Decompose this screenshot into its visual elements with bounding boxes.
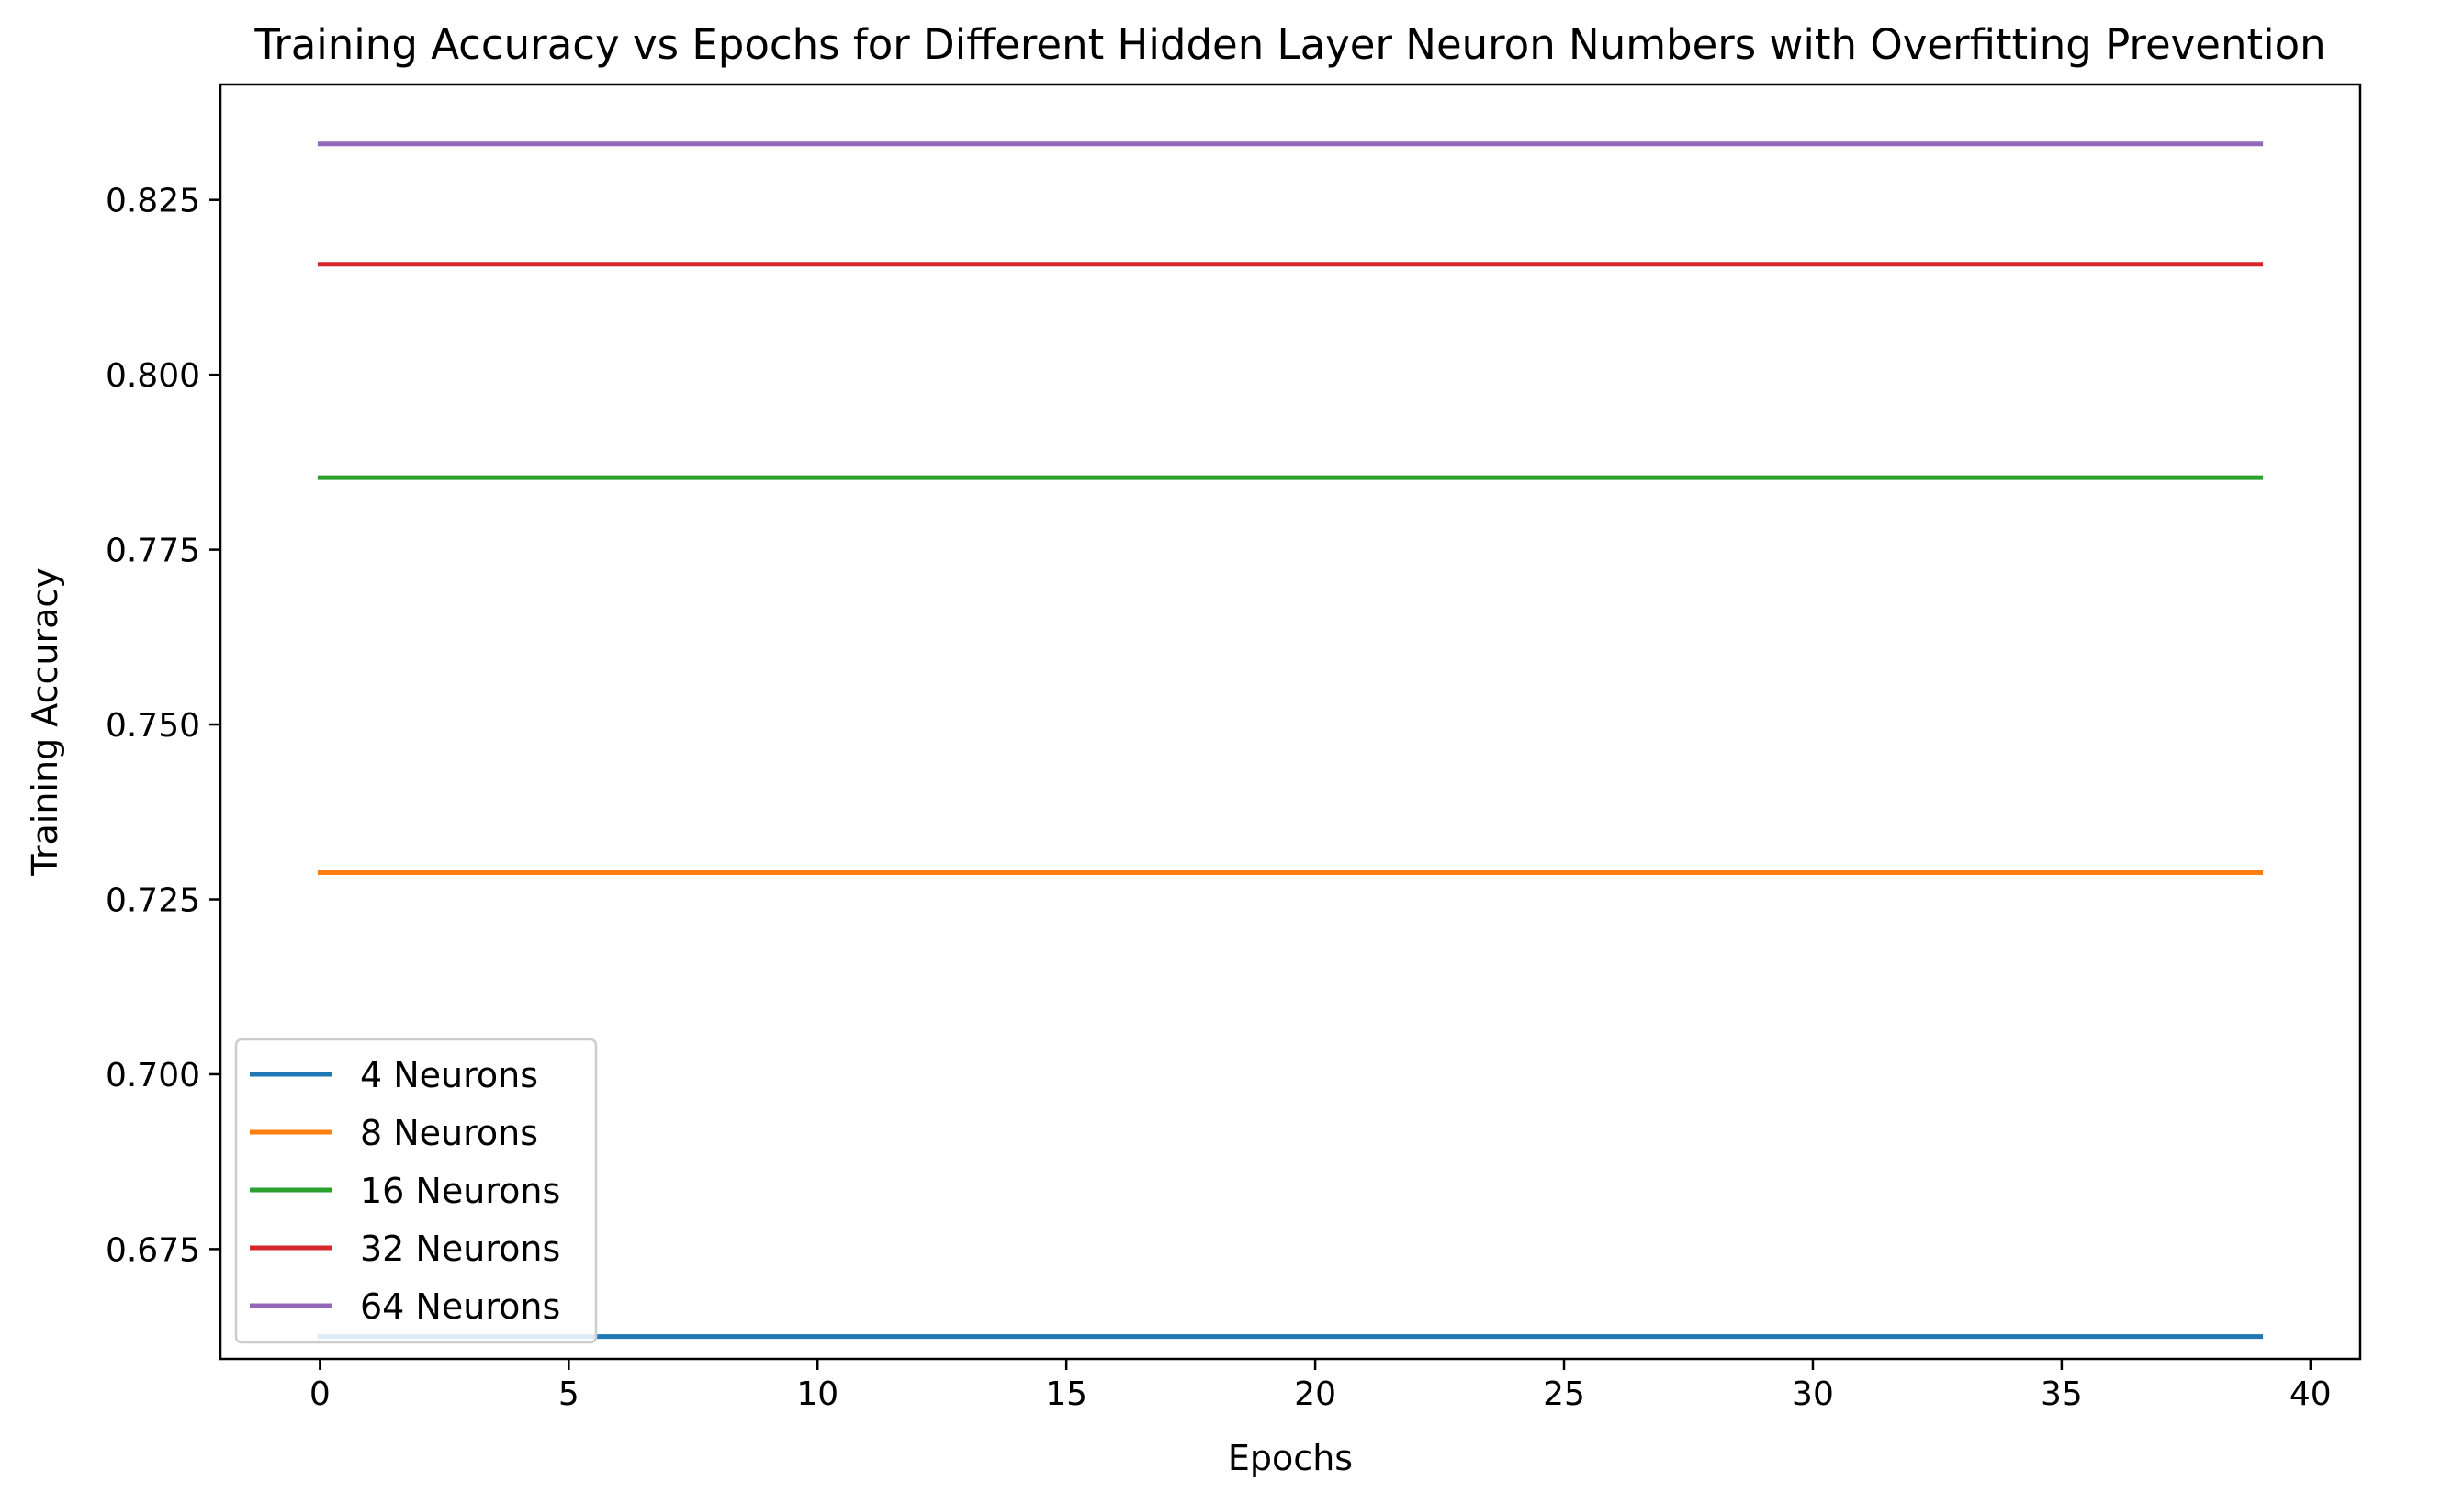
x-tick-label: 35 [2041, 1375, 2083, 1413]
legend-label-0: 4 Neurons [360, 1055, 538, 1095]
legend-label-3: 32 Neurons [360, 1229, 560, 1269]
x-axis: 0 5 10 15 20 25 30 35 40 [309, 1359, 2332, 1413]
x-tick-label: 30 [1792, 1375, 1834, 1413]
x-tick-label: 0 [309, 1375, 331, 1413]
legend-label-2: 16 Neurons [360, 1171, 560, 1211]
legend-label-1: 8 Neurons [360, 1113, 538, 1153]
y-tick-label: 0.675 [106, 1231, 200, 1269]
series-group [317, 141, 2264, 1340]
y-axis-label: Training Accuracy [25, 567, 65, 877]
y-tick-label: 0.800 [106, 357, 200, 395]
y-tick-label: 0.725 [106, 881, 200, 919]
y-tick-label: 0.700 [106, 1057, 200, 1094]
x-tick-label: 5 [558, 1375, 579, 1413]
y-axis: 0.675 0.700 0.725 0.750 0.775 0.800 0.825 [106, 183, 220, 1269]
plot-frame [219, 83, 2362, 1361]
y-tick-label: 0.750 [106, 707, 200, 745]
x-tick-label: 40 [2290, 1375, 2332, 1413]
x-tick-label: 15 [1045, 1375, 1087, 1413]
legend-box [234, 1038, 598, 1344]
x-tick-label: 20 [1294, 1375, 1336, 1413]
legend-label-4: 64 Neurons [360, 1286, 560, 1327]
y-tick-label: 0.825 [106, 183, 200, 220]
x-tick-label: 10 [796, 1375, 838, 1413]
y-tick-label: 0.775 [106, 533, 200, 570]
legend: 4 Neurons 8 Neurons 16 Neurons 32 Neurons 64… [234, 1038, 598, 1344]
chart-title: Training Accuracy vs Epochs for Differen… [253, 20, 2325, 69]
x-axis-label: Epochs [1228, 1438, 1353, 1478]
x-tick-label: 25 [1543, 1375, 1585, 1413]
